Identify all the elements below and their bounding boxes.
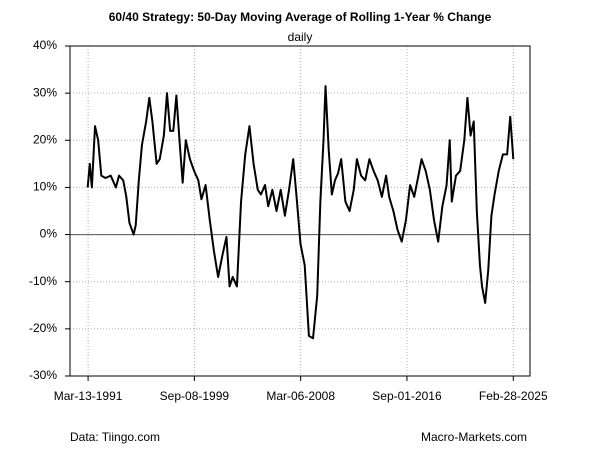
y-tick-label: 40%	[33, 38, 57, 52]
x-tick-label: Sep-08-1999	[160, 389, 230, 403]
x-tick-label: Mar-06-2008	[266, 389, 335, 403]
y-tick-label: -10%	[29, 274, 57, 288]
x-tick-label: Feb-28-2025	[479, 389, 548, 403]
y-tick-label: 20%	[33, 132, 57, 146]
y-tick-label: -30%	[29, 368, 57, 382]
x-tick-label: Mar-13-1991	[54, 389, 123, 403]
data-line	[86, 85, 515, 340]
chart-subtitle: daily	[288, 30, 313, 44]
chart-title: 60/40 Strategy: 50-Day Moving Average of…	[109, 10, 492, 24]
credit-note: Macro-Markets.com	[421, 430, 527, 444]
x-tick-label: Sep-01-2016	[372, 389, 442, 403]
y-tick-label: -20%	[29, 321, 57, 335]
source-note: Data: Tiingo.com	[70, 430, 160, 444]
plot-frame	[69, 45, 531, 377]
y-tick-label: 10%	[33, 180, 57, 194]
y-tick-label: 0%	[40, 227, 58, 241]
y-tick-label: 30%	[33, 85, 57, 99]
